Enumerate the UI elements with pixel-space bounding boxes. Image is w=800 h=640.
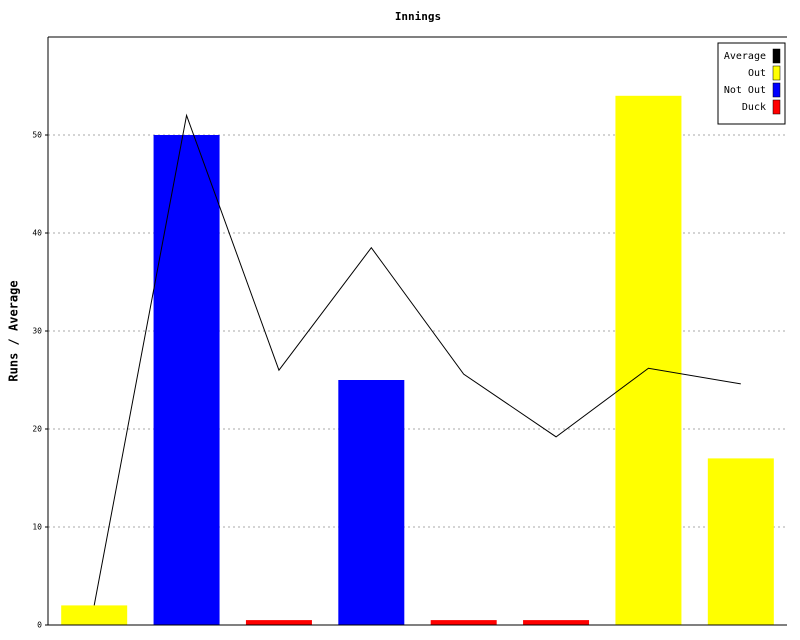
y-tick-label: 40 [32,229,42,238]
bar [707,458,774,625]
bar [61,605,128,625]
legend-label: Average [724,51,766,62]
y-tick-label: 10 [32,523,42,532]
legend-swatch [772,82,781,98]
y-tick-label: 0 [37,621,42,630]
legend-swatch [772,99,781,115]
bar [153,135,220,625]
legend-swatch [772,65,781,81]
y-axis-label: Runs / Average [7,280,21,381]
chart-title: Innings [395,10,441,23]
y-tick-label: 30 [32,327,42,336]
average-line [93,113,741,606]
legend-swatch [772,48,781,64]
y-tick-label: 50 [32,131,42,140]
bar [615,95,682,626]
bar [338,380,405,625]
bar [523,620,590,625]
legend-label: Duck [742,102,766,113]
y-tick-label: 20 [32,425,42,434]
legend-label: Not Out [724,85,766,96]
bar [430,620,497,625]
bar [245,620,312,625]
legend-label: Out [748,68,766,79]
